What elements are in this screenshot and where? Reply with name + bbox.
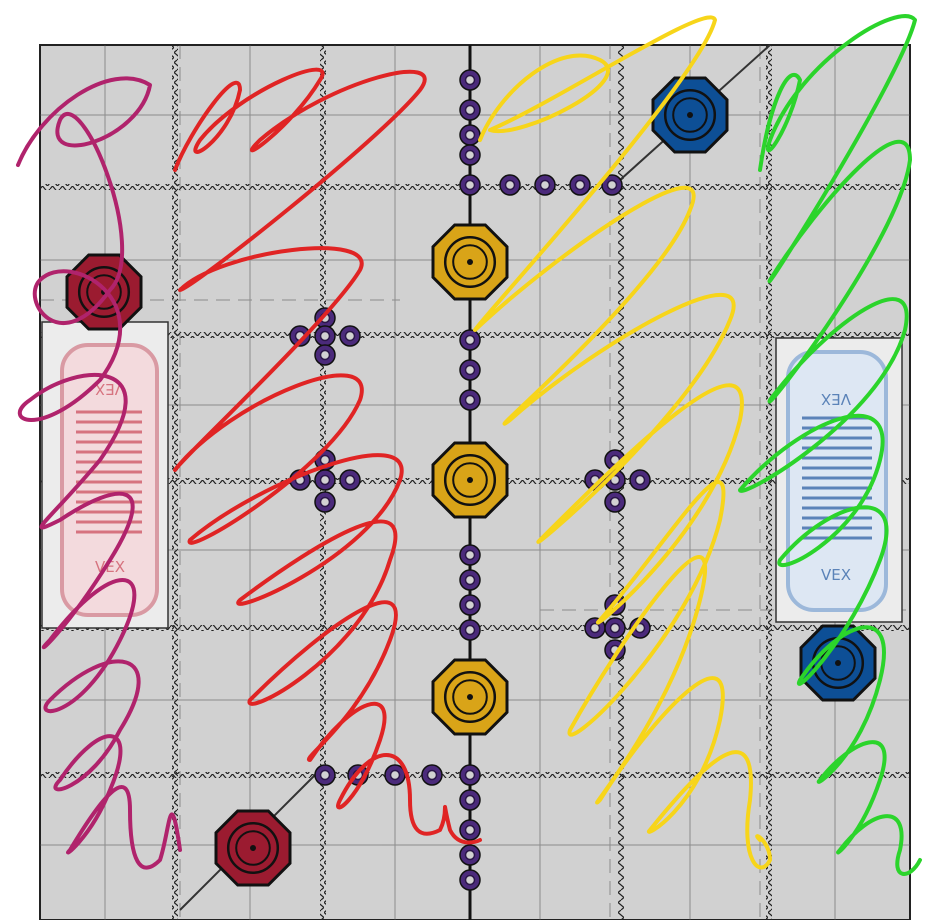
ring	[459, 844, 481, 866]
ring	[459, 359, 481, 381]
ring	[459, 764, 481, 786]
red-alliance-zone: VEX VEX	[41, 321, 169, 629]
blue-alliance-zone: VEX VEX	[775, 337, 903, 623]
blue-zone-label-top: VEX	[821, 390, 851, 408]
ring	[459, 174, 481, 196]
green-scribble	[738, 14, 922, 876]
ring	[314, 491, 336, 513]
ring	[459, 124, 481, 146]
goals-layer	[65, 76, 877, 887]
ring	[314, 325, 336, 347]
ring	[421, 764, 443, 786]
ring	[314, 344, 336, 366]
yellow-scribble	[473, 15, 772, 870]
ring	[459, 99, 481, 121]
ring	[569, 174, 591, 196]
ring	[459, 329, 481, 351]
ring	[629, 469, 651, 491]
blue-zone-label-bottom: VEX	[821, 566, 851, 584]
ring	[459, 544, 481, 566]
blue-mobile-goal-right	[799, 624, 877, 702]
blue-mobile-goal-top	[651, 76, 729, 154]
neutral-goal-bottom	[431, 658, 509, 736]
ring	[534, 174, 556, 196]
red-mobile-goal-bottom	[214, 809, 292, 887]
ring	[459, 69, 481, 91]
neutral-goal-top	[431, 223, 509, 301]
ring	[459, 144, 481, 166]
scribbles-layer	[16, 14, 922, 876]
ring	[314, 764, 336, 786]
ring	[314, 469, 336, 491]
ring	[339, 469, 361, 491]
ring	[459, 869, 481, 891]
ring	[459, 569, 481, 591]
red-zone-label-top: VEX	[95, 380, 125, 398]
ring	[459, 594, 481, 616]
red-scribble	[173, 67, 482, 845]
neutral-goal-center	[431, 441, 509, 519]
ring	[289, 325, 311, 347]
ring	[459, 619, 481, 641]
ring	[499, 174, 521, 196]
ring	[459, 819, 481, 841]
ring	[604, 491, 626, 513]
ring	[601, 174, 623, 196]
red-mobile-goal-left	[65, 253, 143, 331]
ring	[339, 325, 361, 347]
ring	[459, 789, 481, 811]
magenta-scribble	[16, 76, 182, 870]
ring	[459, 389, 481, 411]
ring	[604, 617, 626, 639]
